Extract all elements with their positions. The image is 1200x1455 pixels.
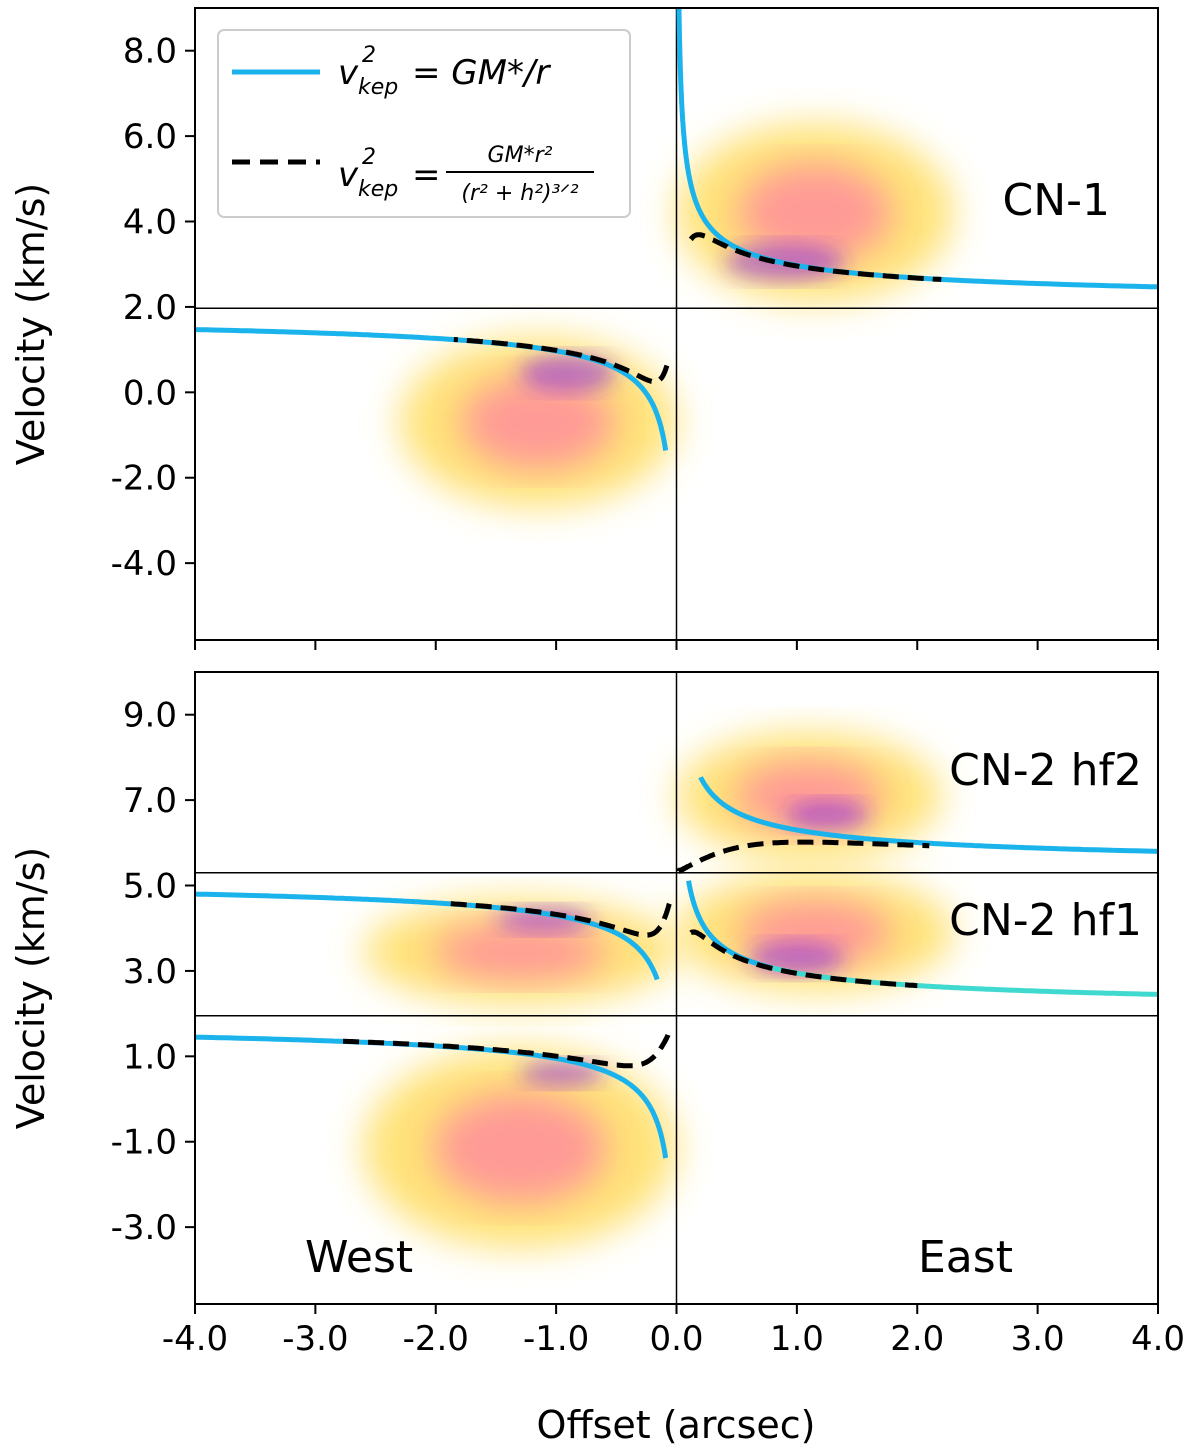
panel-cn1: -4.0 -2.0 0.0 2.0 4.0 6.0 8.0 CN-1 bbox=[111, 7, 1159, 650]
y-tick-label-0-1: -2.0 bbox=[111, 459, 177, 499]
intensity-blob-0-3 bbox=[520, 353, 617, 393]
svg-text:= GM*/r: = GM*/r bbox=[412, 53, 551, 93]
curve-1-0-east bbox=[698, 776, 1158, 854]
y-tick-label-1-5: 7.0 bbox=[123, 781, 177, 821]
curve-1-8-west bbox=[339, 1033, 671, 1069]
curve-1-6-east bbox=[689, 929, 918, 989]
x-tick-label-5: 1.0 bbox=[770, 1319, 824, 1359]
ticks-cn1: -4.0 -2.0 0.0 2.0 4.0 6.0 8.0 bbox=[111, 32, 1159, 650]
svg-text:v: v bbox=[338, 53, 359, 93]
x-tick-label-6: 2.0 bbox=[890, 1319, 944, 1359]
y-tick-label-1-6: 9.0 bbox=[123, 696, 177, 736]
legend: v 2 kep = GM*/r v 2 kep = GM*r² (r² + h²… bbox=[217, 29, 631, 218]
x-tick-label-8: 4.0 bbox=[1131, 1319, 1185, 1359]
x-tick-label-0: -4.0 bbox=[162, 1319, 228, 1359]
svg-text:kep: kep bbox=[358, 75, 398, 100]
intensity-map-cn2 bbox=[363, 731, 954, 1249]
y-tick-label-1-4: 5.0 bbox=[123, 867, 177, 907]
x-tick-label-7: 3.0 bbox=[1011, 1319, 1065, 1359]
curve-0-0-east bbox=[676, 8, 1158, 290]
y-tick-label-0-3: 2.0 bbox=[123, 288, 177, 328]
intensity-blob-1-7 bbox=[520, 1060, 605, 1087]
svg-text:v: v bbox=[338, 155, 359, 195]
intensity-blob-1-4 bbox=[784, 800, 870, 831]
curves-cn2 bbox=[195, 776, 1158, 1159]
y-tick-label-1-0: -3.0 bbox=[111, 1208, 177, 1248]
panel-label-cn1: CN-1 bbox=[1002, 175, 1110, 226]
x-tick-label-2: -2.0 bbox=[403, 1319, 469, 1359]
y-tick-label-0-6: 8.0 bbox=[123, 32, 177, 72]
x-tick-label-4: 0.0 bbox=[649, 1319, 703, 1359]
curve-1-5-east bbox=[677, 839, 930, 874]
label-west: West bbox=[305, 1232, 413, 1283]
y-tick-label-0-4: 4.0 bbox=[123, 203, 177, 243]
x-tick-label-3: -1.0 bbox=[523, 1319, 589, 1359]
svg-text:(r² + h²)³ᐟ²: (r² + h²)³ᐟ² bbox=[461, 181, 578, 206]
curves-cn1 bbox=[195, 8, 1158, 452]
curve-0-3-west bbox=[453, 337, 670, 385]
panel-label-cn2-hf1: CN-2 hf1 bbox=[949, 895, 1142, 946]
intensity-core-0-1 bbox=[461, 375, 615, 470]
svg-text:2: 2 bbox=[362, 43, 376, 68]
intensity-core-0-0 bbox=[738, 163, 892, 263]
ticks-cn2: -4.0 -3.0 -2.0 -1.0 0.0 1.0 2.0 3.0 4.0 -3.0 -1.0 1… bbox=[111, 696, 1185, 1359]
intensity-blob-1-6 bbox=[495, 906, 593, 933]
reference-lines-cn2 bbox=[195, 672, 1158, 1304]
y-tick-label-0-2: 0.0 bbox=[123, 373, 177, 413]
svg-text:=: = bbox=[412, 155, 441, 195]
reference-lines-cn1 bbox=[195, 8, 1158, 640]
y-tick-label-1-2: 1.0 bbox=[123, 1037, 177, 1077]
intensity-core-1-3 bbox=[433, 1092, 607, 1204]
curve-1-7-west bbox=[441, 900, 672, 938]
y-axis-label-bottom: Velocity (km/s) bbox=[9, 847, 53, 1129]
intensity-map-cn1 bbox=[399, 123, 954, 508]
y-tick-label-0-0: -4.0 bbox=[111, 544, 177, 584]
x-axis-label: Offset (arcsec) bbox=[537, 1403, 816, 1447]
curve-0-2-east bbox=[688, 232, 942, 282]
legend-box bbox=[217, 29, 631, 218]
intensity-core-1-2 bbox=[433, 922, 607, 982]
x-tick-label-1: -3.0 bbox=[282, 1319, 348, 1359]
y-tick-label-1-3: 3.0 bbox=[123, 952, 177, 992]
panel-label-cn2-hf2: CN-2 hf2 bbox=[949, 745, 1142, 796]
y-tick-label-1-1: -1.0 bbox=[111, 1123, 177, 1163]
svg-text:kep: kep bbox=[358, 177, 398, 202]
panel-cn2: -4.0 -3.0 -2.0 -1.0 0.0 1.0 2.0 3.0 4.0 -3.0 -1.0 1… bbox=[111, 671, 1185, 1359]
label-east: East bbox=[918, 1232, 1013, 1283]
intensity-blob-1-5 bbox=[748, 941, 846, 976]
y-axis-label-top: Velocity (km/s) bbox=[9, 183, 53, 465]
y-tick-label-0-5: 6.0 bbox=[123, 117, 177, 157]
legend-label-keplerian: v 2 kep = GM*/r bbox=[338, 43, 551, 100]
svg-text:GM*r²: GM*r² bbox=[488, 143, 553, 168]
legend-label-scale-height: v 2 kep = GM*r² (r² + h²)³ᐟ² bbox=[338, 143, 594, 206]
svg-text:2: 2 bbox=[362, 145, 376, 170]
